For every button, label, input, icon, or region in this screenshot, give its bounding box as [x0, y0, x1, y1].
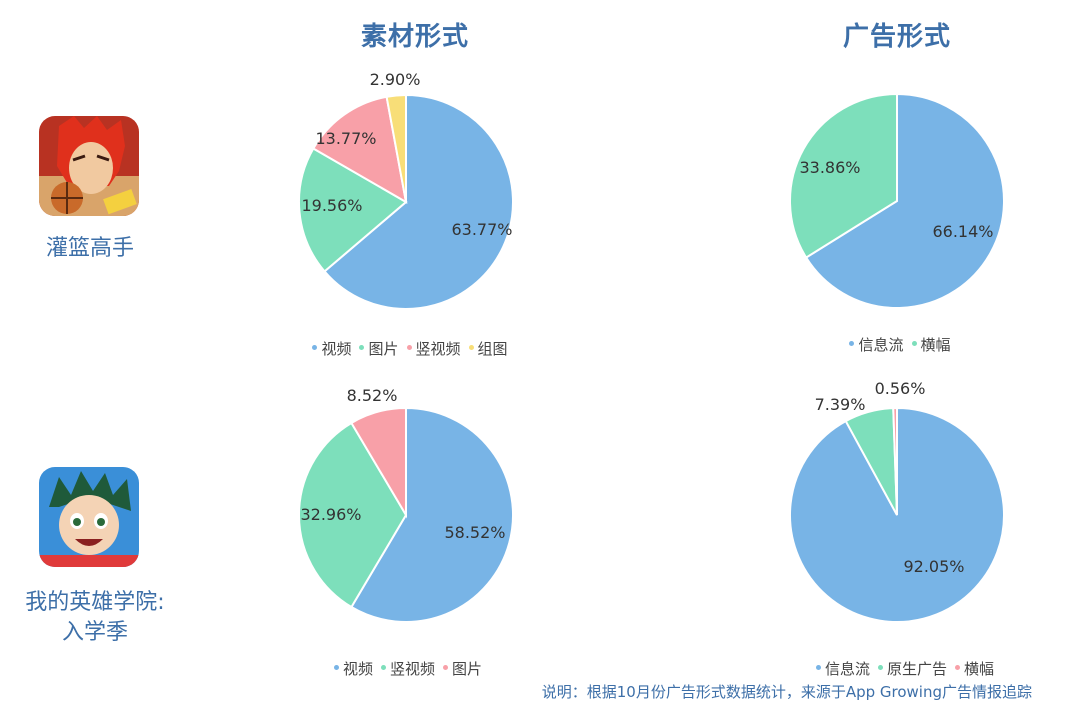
footnote: 说明：根据10月份广告形式数据统计，来源于App Growing广告情报追踪 — [541, 683, 1032, 701]
legend-label: 信息流 — [858, 336, 904, 354]
pie-slice-横幅 — [892, 406, 898, 516]
legend-marker — [443, 665, 448, 670]
legend-label: 组图 — [477, 340, 508, 358]
legend-label: 视频 — [342, 660, 373, 678]
pie-chart-adform-2: 92.05% 7.39% 0.56% — [789, 379, 1005, 623]
legend-item: 视频 — [312, 338, 351, 359]
legend-marker — [849, 341, 855, 346]
column-title-material: 素材形式 — [360, 22, 469, 52]
legend-label: 图片 — [368, 340, 399, 358]
pie-data-label: 63.77% — [451, 220, 512, 239]
legend-item: 原生广告 — [877, 658, 947, 679]
pie-slice-信息流 — [804, 92, 1005, 309]
legend-label: 横幅 — [964, 660, 995, 678]
pie-data-label: 33.86% — [799, 158, 860, 177]
legend-marker — [333, 665, 339, 670]
legend-item: 组图 — [468, 338, 508, 359]
pie-data-label: 58.52% — [444, 523, 505, 542]
legend-label: 原生广告 — [886, 660, 947, 678]
legend-item: 竖视频 — [380, 658, 435, 679]
legend-adform-1: 信息流 横幅 — [795, 334, 1005, 355]
legend-item: 横幅 — [911, 334, 951, 355]
game-name: 灌篮高手 — [45, 236, 134, 261]
my-hero-academia-app-icon — [39, 467, 139, 567]
game-name-line2: 入学季 — [61, 620, 128, 645]
pie-slice-竖视频 — [311, 95, 408, 204]
pie-slice-视频 — [350, 406, 514, 623]
pie-data-label: 7.39% — [815, 395, 866, 414]
legend-marker — [380, 665, 386, 670]
game-name-line1: 我的英雄学院: — [25, 590, 165, 615]
legend-item: 图片 — [443, 658, 482, 679]
slam-dunk-app-icon — [39, 116, 139, 216]
legend-label: 横幅 — [920, 336, 951, 354]
legend-adform-2: 信息流 原生广告 横幅 — [785, 658, 1025, 679]
column-title-ad-form: 广告形式 — [842, 22, 951, 52]
pie-slice-横幅 — [789, 92, 898, 259]
legend-label: 视频 — [321, 340, 352, 358]
legend-item: 视频 — [333, 658, 373, 679]
legend-marker — [359, 345, 365, 350]
pie-slice-图片 — [298, 147, 408, 273]
legend-marker — [955, 665, 960, 670]
pie-data-label: 0.56% — [875, 379, 926, 398]
legend-item: 信息流 — [849, 334, 904, 355]
pie-data-label: 32.96% — [300, 505, 361, 524]
legend-item: 横幅 — [955, 658, 994, 679]
pie-slice-图片 — [350, 406, 407, 519]
legend-marker — [815, 665, 821, 670]
legend-marker — [312, 345, 318, 350]
legend-label: 信息流 — [824, 660, 870, 678]
legend-marker — [468, 345, 474, 350]
legend-material-2: 视频 竖视频 图片 — [310, 658, 506, 679]
pie-slice-组图 — [385, 93, 407, 203]
pie-data-label: 66.14% — [932, 222, 993, 241]
legend-label: 竖视频 — [389, 660, 435, 678]
pie-data-label: 8.52% — [347, 386, 398, 405]
legend-marker — [406, 345, 412, 350]
pie-slice-视频 — [323, 93, 514, 310]
pie-data-label: 13.77% — [315, 129, 376, 148]
legend-item: 图片 — [359, 338, 399, 359]
pie-chart-material-2: 58.52% 32.96% 8.52% — [298, 386, 514, 623]
pie-data-label: 92.05% — [903, 557, 964, 576]
pie-data-label: 19.56% — [301, 196, 362, 215]
legend-marker — [877, 665, 883, 670]
legend-item: 信息流 — [815, 658, 870, 679]
legend-label: 竖视频 — [415, 340, 461, 358]
legend-label: 图片 — [452, 660, 483, 678]
pie-chart-adform-1: 66.14% 33.86% — [789, 92, 1005, 309]
pie-data-label: 2.90% — [370, 70, 421, 89]
legend-item: 竖视频 — [406, 338, 461, 359]
pie-chart-material-1: 63.77% 19.56% 13.77% 2.90% — [298, 70, 514, 310]
legend-material-1: 视频 图片 竖视频 组图 — [297, 338, 523, 359]
pie-slice-竖视频 — [298, 421, 408, 609]
legend-marker — [911, 341, 917, 346]
